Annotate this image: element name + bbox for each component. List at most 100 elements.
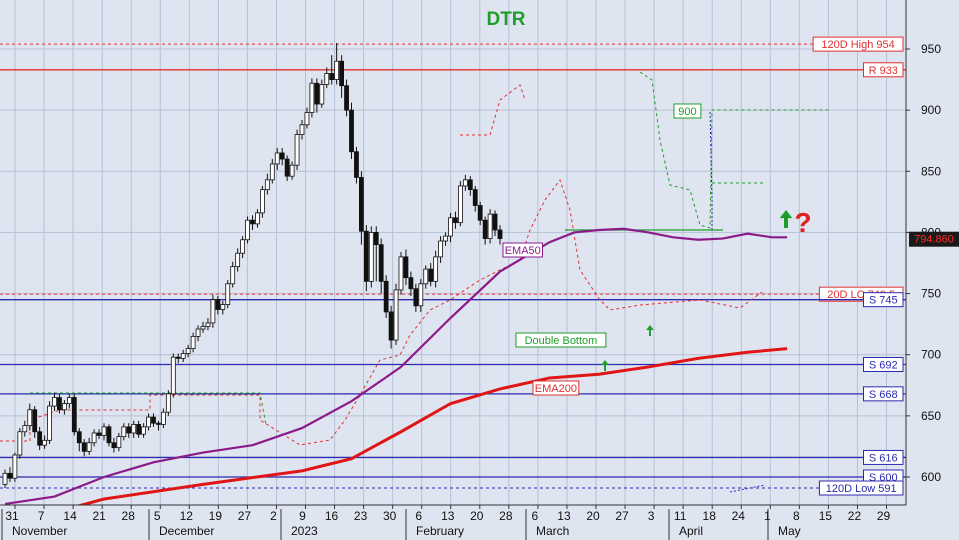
candle bbox=[71, 393, 77, 436]
candle-body-up bbox=[2, 472, 8, 485]
target-connector bbox=[709, 109, 713, 230]
candle bbox=[378, 238, 384, 294]
candle bbox=[274, 148, 280, 171]
level-label-box bbox=[812, 36, 904, 52]
candle-body-up bbox=[393, 289, 399, 341]
ema200-label-box bbox=[532, 380, 580, 396]
candle-body-up bbox=[230, 266, 236, 285]
y-tick-label: 850 bbox=[921, 164, 941, 178]
candle bbox=[131, 420, 137, 438]
x-tick-label: 5 bbox=[154, 509, 161, 523]
x-tick-label: 16 bbox=[325, 509, 339, 523]
level-label: S 692 bbox=[869, 359, 898, 371]
x-tick-label: 31 bbox=[5, 509, 19, 523]
candle-body-down bbox=[477, 205, 483, 221]
y-tick-label: 600 bbox=[921, 470, 941, 484]
candle bbox=[57, 393, 62, 414]
candle bbox=[368, 226, 374, 288]
level-label-box bbox=[863, 292, 904, 308]
chart-title: DTR bbox=[486, 9, 525, 30]
candle bbox=[81, 439, 87, 457]
candle-body-down bbox=[284, 158, 290, 177]
candle bbox=[47, 401, 52, 444]
x-tick-label: 19 bbox=[209, 509, 223, 523]
level-label: S 745 bbox=[869, 295, 898, 307]
y-tick-label: 650 bbox=[921, 409, 941, 423]
x-tick-label: 29 bbox=[877, 509, 891, 523]
candle-body-up bbox=[27, 409, 33, 427]
candle-body-up bbox=[240, 239, 246, 254]
candle-body-up bbox=[438, 240, 444, 258]
ema200-label: EMA200 bbox=[535, 383, 577, 395]
candle-body-up bbox=[52, 397, 57, 407]
candle-body-down bbox=[57, 397, 62, 411]
candle-body-down bbox=[344, 85, 349, 111]
month-label: April bbox=[679, 524, 703, 538]
level-label: 120D High 954 bbox=[821, 39, 894, 51]
candle bbox=[363, 225, 369, 292]
x-tick-label: 14 bbox=[63, 509, 77, 523]
candle bbox=[52, 392, 57, 411]
candle-body-up bbox=[269, 163, 275, 181]
candle-body-up bbox=[443, 235, 448, 242]
candle-body-up bbox=[190, 335, 196, 350]
x-tick-label: 13 bbox=[557, 509, 571, 523]
candle-body-up bbox=[309, 82, 315, 113]
candle-body-up bbox=[368, 232, 374, 282]
x-tick-label: 20 bbox=[586, 509, 600, 523]
candle bbox=[180, 349, 186, 363]
candle-body-down bbox=[111, 442, 117, 449]
x-tick-label: 11 bbox=[674, 509, 687, 523]
level-label-box bbox=[818, 480, 904, 496]
candle bbox=[22, 420, 28, 437]
candle-body-up bbox=[294, 134, 300, 166]
candle-body-down bbox=[388, 311, 394, 341]
ema200-line bbox=[4, 347, 788, 528]
candle bbox=[349, 102, 354, 160]
y-tick-label: 950 bbox=[921, 42, 941, 56]
candle-body-up bbox=[457, 185, 463, 224]
question-mark: ? bbox=[794, 207, 811, 238]
candle bbox=[66, 393, 72, 409]
candle bbox=[309, 78, 315, 118]
candle bbox=[225, 280, 231, 309]
candle-body-up bbox=[225, 283, 231, 305]
candle bbox=[457, 181, 463, 227]
candle-body-up bbox=[165, 393, 171, 413]
candle bbox=[235, 248, 241, 272]
candle-body-down bbox=[363, 230, 369, 282]
candle-body-up bbox=[47, 405, 52, 441]
candle bbox=[433, 250, 439, 288]
candle bbox=[106, 424, 112, 447]
candle bbox=[121, 423, 127, 441]
candle bbox=[205, 318, 211, 331]
candle-body-up bbox=[116, 436, 122, 449]
candle-body-down bbox=[428, 268, 434, 282]
candle bbox=[96, 429, 102, 440]
candle bbox=[373, 226, 379, 282]
candle bbox=[462, 174, 468, 191]
candle-body-up bbox=[160, 411, 166, 425]
candle-body-up bbox=[210, 299, 216, 324]
candle bbox=[482, 216, 488, 245]
candle bbox=[264, 173, 270, 195]
candle bbox=[388, 305, 394, 349]
candle bbox=[160, 408, 166, 429]
candle bbox=[284, 155, 290, 182]
annotations: EMA50 EMA200 Double Bottom 900? bbox=[502, 103, 812, 396]
candle-body-up bbox=[423, 268, 429, 285]
candle-body-down bbox=[136, 424, 142, 435]
candle bbox=[185, 344, 191, 358]
candle bbox=[195, 325, 201, 342]
x-tick-label: 28 bbox=[499, 509, 513, 523]
arrow-head bbox=[601, 360, 609, 365]
candle-body-up bbox=[66, 397, 72, 405]
candle bbox=[319, 79, 325, 108]
month-label: November bbox=[12, 524, 67, 538]
candle-body-up bbox=[398, 256, 404, 291]
candle-body-down bbox=[358, 176, 364, 232]
candle-body-down bbox=[403, 256, 409, 279]
candle-body-up bbox=[487, 213, 493, 239]
candle bbox=[170, 353, 176, 398]
